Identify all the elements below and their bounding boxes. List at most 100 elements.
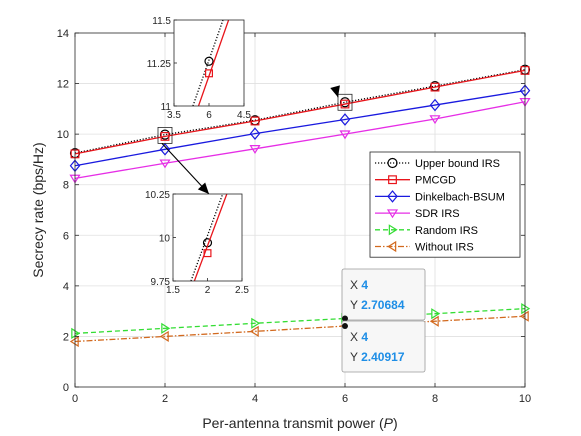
data-point	[71, 327, 81, 339]
datatip-x: X 4	[350, 330, 368, 344]
data-point	[339, 97, 351, 108]
legend-marker	[388, 224, 398, 236]
inset-series-line	[190, 194, 224, 281]
legend-label: SDR IRS	[415, 208, 460, 220]
inset-background	[174, 20, 244, 106]
legend-marker	[387, 157, 398, 169]
datatip-y: Y 2.40917	[350, 350, 405, 364]
data-point	[159, 159, 171, 169]
legend-label: Dinkelbach-BSUM	[415, 191, 505, 203]
series-line	[74, 69, 526, 154]
data-point	[430, 82, 440, 92]
x-tick-label: 10	[519, 393, 531, 405]
series-random-irs	[71, 303, 531, 339]
inset-lines	[192, 20, 230, 106]
data-point	[160, 131, 170, 141]
y-tick-label: 10	[57, 129, 69, 141]
data-point	[251, 317, 261, 329]
datatip-box	[341, 268, 426, 321]
inset-lower: 1.5 2 2.5 9.75 10 10.25	[145, 190, 249, 296]
x-tick-label: 2	[162, 393, 168, 405]
datatip-point	[342, 323, 348, 330]
inset-y-tick-label: 10.25	[145, 190, 170, 201]
inset-y-tick-label: 10	[159, 234, 171, 245]
legend-entry: Without IRS	[375, 240, 474, 254]
inset-series-line	[193, 194, 228, 281]
data-point	[429, 98, 441, 112]
legend-label: Without IRS	[415, 242, 474, 254]
zoom-arrow-upper	[330, 85, 340, 98]
axis-ticks: 0 2 4 6 8 10 0 2 4 6 8 10 12 14	[57, 28, 531, 405]
x-tick-label: 0	[72, 393, 78, 405]
y-tick-label: 14	[57, 28, 69, 40]
datatip-point	[342, 315, 348, 322]
inset-lines	[190, 194, 228, 281]
series-line	[74, 90, 526, 167]
series-line	[74, 307, 526, 335]
data-point	[159, 129, 171, 140]
data-point	[161, 322, 171, 334]
insets: 3.5 6 4.5 11 11.25 11.5 1.5 2 2.5 9.75 10 10.25	[145, 16, 251, 296]
inset-data-point	[204, 56, 214, 66]
y-tick-label: 6	[63, 230, 69, 242]
inset-x-tick-label: 2.5	[235, 285, 249, 296]
legend-marker	[388, 175, 397, 185]
series-line	[74, 101, 526, 180]
data-point	[429, 315, 439, 327]
datatip[interactable]: X 4 Y 2.40917	[341, 320, 426, 373]
datatips[interactable]: X 4 Y 2.70684 X 4 Y 2.40917	[341, 268, 426, 373]
inset-data-point	[205, 69, 214, 78]
inset-y-tick-label: 11.25	[147, 59, 172, 70]
inset-background	[173, 194, 242, 281]
zoom-box-lower	[157, 127, 173, 144]
inset-y-tick-label: 11.5	[152, 16, 171, 27]
data-point	[339, 130, 351, 140]
zoom-box-upper	[337, 93, 353, 111]
annotations	[157, 85, 353, 195]
x-tick-label: 8	[432, 393, 438, 405]
data-point	[249, 145, 261, 154]
y-tick-label: 12	[57, 79, 69, 91]
data-point	[249, 325, 259, 337]
legend-marker	[386, 209, 399, 219]
legend-marker	[387, 240, 397, 253]
legend-entry: Random IRS	[375, 224, 478, 237]
plot-frame	[74, 32, 526, 388]
series-line	[74, 69, 526, 155]
data-point	[249, 127, 261, 140]
inset-data-point	[203, 249, 212, 258]
inset-y-tick-label: 9.75	[151, 277, 171, 288]
x-axis-label: Per-antenna transmit power (P)	[202, 415, 397, 431]
datatip-x: X 4	[350, 278, 368, 292]
inset-series-line	[192, 20, 224, 106]
legend: Upper bound IRS PMCGD Dinkelbach-BSUM SDR I…	[369, 151, 521, 258]
legend-label: Upper bound IRS	[415, 158, 500, 170]
inset-x-tick-label: 1.5	[166, 285, 180, 296]
legend-entry: Dinkelbach-BSUM	[375, 190, 505, 203]
x-tick-label: 6	[342, 393, 348, 405]
legend-marker	[387, 190, 398, 203]
y-tick-label: 8	[63, 180, 69, 192]
data-point	[521, 303, 531, 315]
y-tick-label: 0	[63, 382, 69, 394]
data-point	[159, 330, 169, 343]
data-point	[69, 335, 79, 348]
legend-entry: PMCGD	[375, 175, 456, 187]
inset-upper: 3.5 6 4.5 11 11.25 11.5	[147, 16, 252, 121]
legend-box	[369, 151, 521, 258]
data-point	[431, 308, 441, 320]
data-point	[339, 113, 351, 126]
data-point	[519, 310, 529, 322]
inset-x-tick-label: 6	[206, 110, 212, 121]
data-point	[340, 99, 350, 109]
datatip[interactable]: X 4 Y 2.70684	[341, 268, 426, 322]
inset-series-line	[197, 20, 230, 106]
y-axis-label: Secrecy rate (bps/Hz)	[30, 142, 46, 277]
x-tick-label: 4	[252, 393, 258, 405]
y-tick-label: 4	[63, 281, 69, 293]
legend-label: PMCGD	[415, 175, 456, 187]
zoom-arrow-lower	[161, 143, 210, 195]
inset-x-tick-label: 4.5	[237, 110, 251, 121]
data-point	[429, 115, 441, 125]
